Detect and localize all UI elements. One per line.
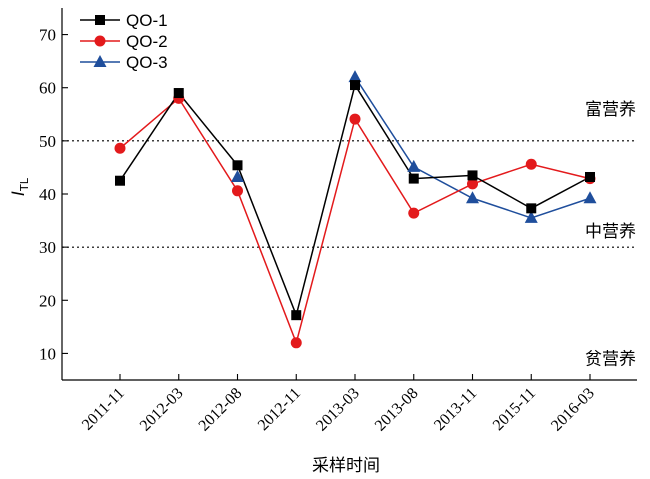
data-point-qo-3 bbox=[348, 70, 362, 83]
y-tick-label: 40 bbox=[39, 185, 56, 204]
data-point-qo-1 bbox=[173, 88, 184, 99]
x-tick-label: 2012-03 bbox=[137, 385, 187, 435]
y-tick-label: 30 bbox=[39, 238, 56, 257]
data-point-qo-3 bbox=[524, 210, 538, 223]
y-axis-title-sub: TL bbox=[18, 177, 31, 192]
x-tick-label: 2012-08 bbox=[196, 385, 246, 435]
data-point-qo-1 bbox=[291, 310, 302, 321]
reference-lines bbox=[62, 140, 637, 248]
data-point-qo-1 bbox=[350, 80, 360, 91]
data-point-qo-2 bbox=[349, 113, 361, 125]
x-tick-label: 2011-11 bbox=[79, 385, 128, 434]
data-point-qo-2 bbox=[232, 185, 243, 197]
y-axis-title: ITL bbox=[9, 177, 31, 196]
region-label: 富营养 bbox=[585, 100, 636, 120]
y-tick-label: 20 bbox=[39, 291, 56, 310]
data-point-qo-1 bbox=[232, 160, 243, 171]
legend-label-qo-2: QO-2 bbox=[126, 32, 168, 51]
data-point-qo-1 bbox=[526, 203, 537, 214]
y-tick-label: 10 bbox=[39, 344, 56, 363]
y-tick-label: 60 bbox=[39, 79, 56, 98]
legend-marker-qo-2 bbox=[94, 35, 106, 47]
y-ticks: 10 20 30 40 50 60 70 bbox=[39, 26, 68, 363]
data-point-qo-1 bbox=[408, 173, 419, 184]
data-point-qo-3 bbox=[583, 191, 597, 204]
data-point-qo-3 bbox=[231, 169, 244, 182]
data-point-qo-3 bbox=[407, 159, 421, 172]
y-tick-label: 70 bbox=[39, 26, 56, 45]
data-point-qo-1 bbox=[115, 175, 125, 186]
legend-marker-qo-3 bbox=[93, 55, 107, 67]
data-point-qo-2 bbox=[408, 207, 420, 219]
x-tick-label: 2013-11 bbox=[431, 385, 480, 434]
x-axis-title: 采样时间 bbox=[312, 456, 380, 476]
legend-label-qo-1: QO-1 bbox=[126, 11, 168, 30]
data-point-qo-2 bbox=[290, 337, 302, 349]
legend: QO-1 QO-2 QO-3 bbox=[80, 11, 168, 72]
legend-marker-qo-1 bbox=[95, 15, 105, 25]
data-point-qo-2 bbox=[467, 178, 478, 190]
data-point-qo-2 bbox=[114, 142, 126, 154]
legend-label-qo-3: QO-3 bbox=[126, 53, 168, 72]
data-point-qo-2 bbox=[525, 158, 537, 170]
x-tick-label: 2013-03 bbox=[313, 385, 363, 435]
data-point-qo-1 bbox=[467, 170, 478, 181]
x-tick-label: 2013-08 bbox=[372, 385, 422, 435]
data-point-qo-1 bbox=[585, 171, 595, 182]
x-tick-label: 2012-11 bbox=[255, 385, 304, 434]
x-tick-label: 2015-11 bbox=[490, 385, 539, 434]
x-tick-label: 2016-03 bbox=[548, 385, 598, 435]
series-line-qo-2 bbox=[119, 97, 591, 346]
x-ticks: 2011-11 2012-03 2012-08 2012-11 2013-03 2013-… bbox=[79, 374, 598, 435]
y-tick-label: 50 bbox=[39, 132, 56, 151]
data-point-qo-3 bbox=[466, 191, 479, 204]
y-axis-title-main: I bbox=[9, 191, 29, 196]
region-label: 中营养 bbox=[585, 222, 636, 242]
series-markers bbox=[114, 70, 597, 349]
region-label: 贫营养 bbox=[585, 350, 636, 370]
